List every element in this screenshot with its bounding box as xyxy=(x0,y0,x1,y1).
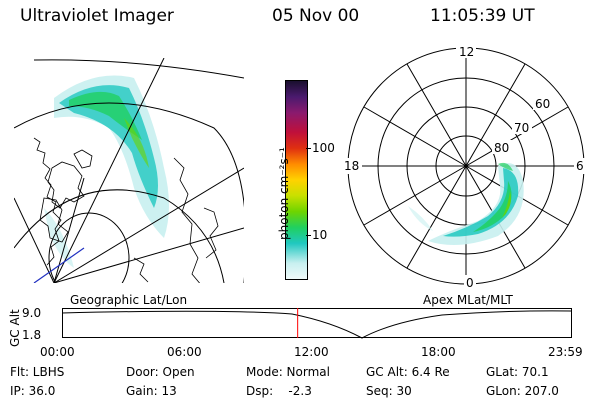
info-ip: IP: 36.0 xyxy=(10,384,56,398)
polar-aurora xyxy=(408,162,524,245)
lat-label-70: 70 xyxy=(514,121,529,135)
altitude-xtick-3: 18:00 xyxy=(421,345,456,359)
altitude-ytick-top: 9.0 xyxy=(22,306,42,320)
colorbar-tick-10: 10 xyxy=(312,228,328,242)
info-dsp: Dsp: -2.3 xyxy=(246,384,312,398)
geo-aurora xyxy=(44,75,169,268)
info-glon: GLon: 207.0 xyxy=(486,384,559,398)
colorbar-tickmark xyxy=(306,148,311,149)
mlt-label-18: 18 xyxy=(344,159,359,173)
mlt-label-0: 0 xyxy=(466,276,474,290)
altitude-xtick-4: 23:59 xyxy=(548,345,583,359)
info-glat: GLat: 70.1 xyxy=(486,365,549,379)
time-label: 11:05:39 UT xyxy=(430,6,535,26)
polar-map: 12 18 6 0 60 70 80 xyxy=(342,44,586,290)
info-door: Door: Open xyxy=(126,365,195,379)
mlt-label-12: 12 xyxy=(459,45,474,59)
lat-label-60: 60 xyxy=(535,97,550,111)
info-gain: Gain: 13 xyxy=(126,384,177,398)
colorbar-tickmark xyxy=(306,235,311,236)
geo-map-label: Geographic Lat/Lon xyxy=(70,293,188,307)
altitude-curve xyxy=(61,310,573,339)
info-filter: Flt: LBHS xyxy=(10,365,65,379)
info-mode: Mode: Normal xyxy=(246,365,330,379)
altitude-xtick-0: 00:00 xyxy=(40,345,75,359)
lat-label-80: 80 xyxy=(494,141,509,155)
altitude-xtick-1: 06:00 xyxy=(167,345,202,359)
colorbar xyxy=(285,80,308,280)
altitude-ytick-bottom: 1.8 xyxy=(22,328,42,342)
colorbar-tick-100: 100 xyxy=(312,141,335,155)
info-seq: Seq: 30 xyxy=(366,384,412,398)
altitude-xtick-2: 12:00 xyxy=(294,345,329,359)
altitude-ylabel: GC Alt xyxy=(8,309,22,347)
colorbar-unit-label: photon cm⁻²s⁻¹ xyxy=(277,147,291,240)
altitude-plot xyxy=(61,308,573,339)
polar-map-label: Apex MLat/MLT xyxy=(423,293,513,307)
geographic-map xyxy=(14,58,244,283)
date-label: 05 Nov 00 xyxy=(272,6,360,26)
instrument-title: Ultraviolet Imager xyxy=(20,6,174,26)
mlt-label-6: 6 xyxy=(576,159,584,173)
info-gc-alt: GC Alt: 6.4 Re xyxy=(366,365,450,379)
